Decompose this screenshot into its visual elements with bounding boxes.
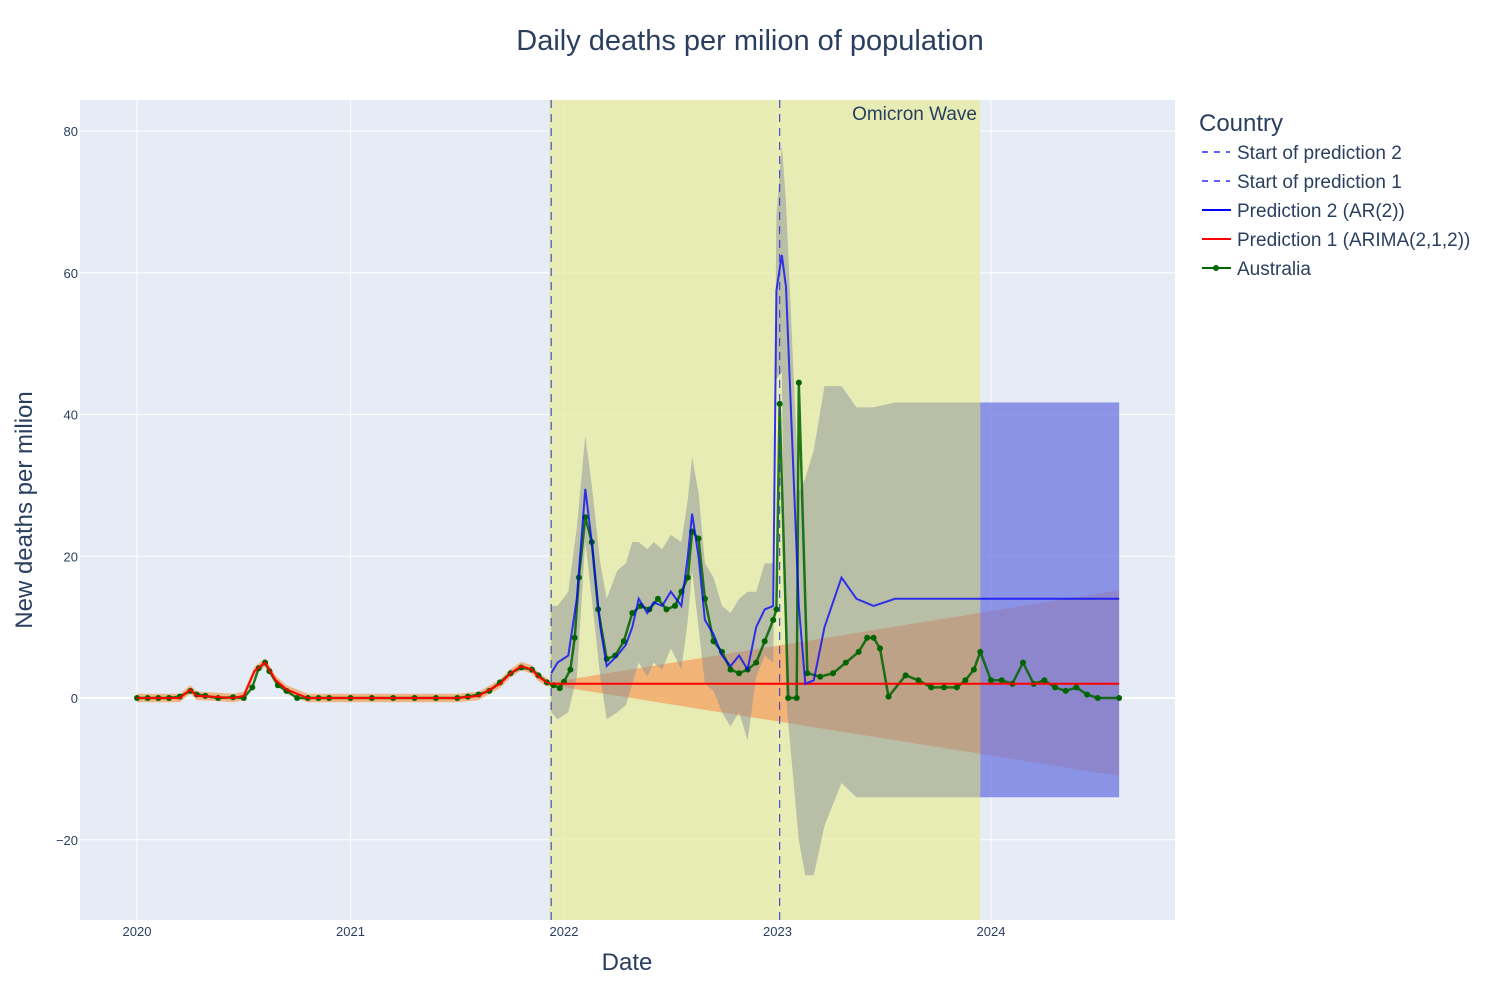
australia-point	[663, 606, 670, 613]
australia-point	[294, 695, 301, 701]
australia-point	[776, 400, 783, 407]
y-tick-label: 40	[64, 408, 78, 423]
vertical-lines	[550, 100, 781, 920]
y-tick-label: 20	[64, 549, 78, 564]
y-tick-label: −20	[56, 833, 78, 848]
legend: Country Start of prediction 2 Start of pr…	[1199, 110, 1470, 280]
australia-point	[902, 672, 909, 679]
australia-point	[187, 687, 194, 694]
prediction-2-line	[550, 254, 1120, 686]
legend-item-label: Start of prediction 1	[1237, 172, 1402, 193]
australia-point	[842, 659, 849, 666]
y-tick-label: 80	[64, 124, 78, 139]
australia-point	[761, 638, 768, 645]
australia-point	[571, 634, 578, 641]
australia-point	[941, 684, 948, 691]
australia-point	[785, 695, 792, 701]
x-tick-label: 2021	[336, 924, 365, 939]
australia-point	[988, 677, 994, 684]
australia-point	[830, 670, 837, 677]
legend-item-label: Prediction 1 (ARIMA(2,1,2))	[1237, 230, 1470, 251]
australia-point	[793, 695, 800, 701]
chart-title: Daily deaths per milion of population	[516, 25, 984, 57]
legend-item-label: Australia	[1237, 259, 1311, 280]
series-lines	[134, 254, 1123, 701]
australia-point	[773, 606, 780, 613]
australia-point	[567, 666, 574, 673]
x-tick-label: 2022	[550, 924, 579, 939]
australia-point	[1062, 687, 1069, 694]
australia-point	[998, 677, 1005, 684]
y-tick-label: 0	[71, 691, 78, 706]
australia-point	[928, 684, 935, 691]
prediction-2-forecast-band	[980, 402, 1120, 798]
australia-point	[770, 617, 777, 624]
australia-point	[795, 379, 802, 386]
omicron-wave-annotation: Omicron Wave	[852, 104, 977, 125]
australia-point	[953, 684, 960, 691]
australia-point	[249, 684, 256, 691]
legend-item-label: Start of prediction 2	[1237, 143, 1402, 164]
legend-swatch	[1202, 265, 1231, 271]
australia-point	[556, 685, 563, 692]
australia-point	[684, 574, 691, 581]
australia-point	[876, 645, 883, 652]
australia-point	[885, 693, 892, 700]
australia-point	[1073, 684, 1080, 691]
australia-point	[1094, 695, 1101, 701]
australia-point	[864, 634, 871, 641]
australia-point	[962, 677, 969, 684]
legend-title: Country	[1199, 110, 1283, 137]
y-tick-label: 60	[64, 266, 78, 281]
legend-item-label: Prediction 2 (AR(2))	[1237, 201, 1405, 222]
x-tick-label: 2020	[123, 924, 152, 939]
australia-point	[1020, 659, 1027, 666]
australia-point	[620, 638, 627, 645]
australia-point	[817, 673, 824, 680]
australia-point	[970, 666, 977, 673]
australia-point	[727, 666, 734, 673]
australia-point	[915, 677, 922, 684]
australia-point	[804, 670, 811, 677]
prediction-1-line	[137, 661, 1120, 700]
x-tick-label: 2024	[977, 924, 1006, 939]
x-tick-label: 2023	[763, 924, 792, 939]
prediction-2-confidence-band	[551, 145, 1120, 876]
australia-point	[1041, 677, 1048, 684]
y-axis-title: New deaths per milion	[11, 391, 38, 628]
australia-point	[1052, 684, 1059, 691]
x-axis-title: Date	[602, 949, 653, 976]
australia-point	[672, 602, 679, 609]
australia-point	[855, 648, 862, 655]
australia-point	[753, 659, 760, 666]
australia-point	[870, 634, 877, 641]
marker-icon	[1213, 265, 1219, 271]
australia-point	[977, 648, 984, 655]
axis-ticks: 2020 2021 2022 2023 2024 −20 0 20 40 60 80	[56, 124, 1006, 939]
australia-point	[1084, 691, 1091, 698]
australia-point	[654, 595, 661, 602]
australia-point	[629, 609, 636, 616]
australia-point	[736, 670, 743, 677]
australia-point	[1116, 695, 1123, 701]
